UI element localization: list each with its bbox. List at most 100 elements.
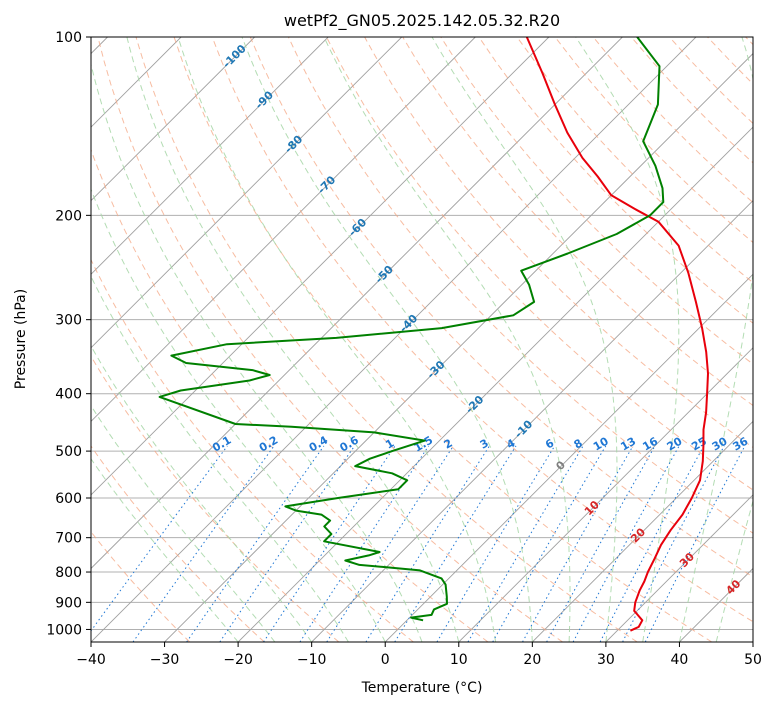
dry-adiabat-line — [326, 37, 753, 491]
dry-adiabat-line — [91, 445, 265, 642]
dry-adiabat-line — [91, 355, 340, 642]
dry-adiabat-line — [440, 37, 753, 365]
x-tick-label: 10 — [450, 652, 468, 668]
dry-adiabat-line — [707, 37, 753, 85]
dry-adiabat-label: 10 — [582, 498, 602, 518]
dry-adiabat-line — [669, 37, 753, 125]
moist-adiabat-line — [91, 345, 313, 642]
moist-adiabat-line — [715, 498, 753, 642]
y-tick-label: 700 — [55, 531, 82, 547]
isotherm — [679, 567, 753, 642]
moist-adiabat-line — [91, 404, 276, 642]
dry-adiabat-label: -100 — [220, 42, 249, 71]
x-tick-label: 20 — [523, 652, 541, 668]
y-tick-label: 1000 — [46, 622, 82, 638]
dry-adiabat-label: 40 — [723, 577, 743, 597]
dry-adiabat-label: -50 — [373, 263, 396, 286]
y-tick-label: 100 — [55, 30, 82, 46]
y-tick-label: 300 — [55, 313, 82, 329]
moist-adiabat-line — [678, 37, 753, 642]
moist-adiabat-line — [91, 457, 239, 642]
isotherm — [752, 641, 753, 642]
x-tick-label: 40 — [671, 652, 689, 668]
moist-adiabat-line — [323, 37, 571, 642]
pressure-grid — [91, 37, 753, 630]
isotherm — [237, 126, 753, 642]
sounding-profiles — [158, 37, 709, 632]
dry-adiabat-label: -70 — [315, 173, 338, 196]
isotherm — [532, 420, 753, 642]
x-axis: −40 −30 −20 −10 0 10 20 30 40 50 — [76, 642, 762, 668]
mixing-ratio-line — [394, 445, 517, 642]
isotherm — [384, 273, 753, 642]
dry-adiabat-line — [249, 37, 753, 578]
mixing-ratio-line — [572, 445, 680, 642]
isotherm — [91, 37, 697, 642]
dry-adiabat-line — [592, 37, 753, 204]
plot-area: 0.1 0.2 0.4 0.6 1 1.5 2 3 4 6 8 10 13 16 20 25 30 36-100-… — [91, 37, 753, 642]
x-tick-label: 30 — [597, 652, 615, 668]
chart-title: wetPf2_GN05.2025.142.05.32.R20 — [284, 11, 560, 31]
isotherm — [605, 494, 753, 642]
mixing-ratio-line — [467, 445, 584, 642]
mixing-ratio-line — [263, 445, 396, 642]
dry-adiabat-line — [173, 37, 713, 642]
dry-adiabat-line — [745, 37, 753, 46]
mixing-ratio-line — [436, 445, 556, 642]
mixing-ratio-line — [326, 445, 454, 642]
y-tick-label: 200 — [55, 208, 82, 224]
y-tick-label: 400 — [55, 387, 82, 403]
dry-adiabat-label: 30 — [677, 550, 697, 570]
y-tick-label: 500 — [55, 444, 82, 460]
mixing-ratio-line — [599, 445, 705, 642]
temperature-profile-line — [525, 37, 709, 632]
mixing-ratio-line — [546, 445, 656, 642]
dry-adiabat-line — [91, 258, 414, 642]
dry-adiabat-label: -10 — [512, 417, 535, 440]
mixing-ratio-line — [365, 445, 490, 642]
dry-adiabat-line — [135, 37, 638, 642]
dry-adiabat-label: -80 — [282, 133, 305, 156]
dewpoint-profile-line — [158, 37, 665, 622]
dry-adiabat-line — [211, 37, 753, 623]
y-tick-label: 800 — [55, 565, 82, 581]
moist-adiabat-line — [126, 37, 460, 642]
moist-adiabat-line — [431, 37, 618, 642]
moist-adiabat-line — [91, 275, 349, 642]
moist-adiabat-line — [91, 62, 423, 642]
y-tick-label: 600 — [55, 491, 82, 507]
y-tick-label: 900 — [55, 595, 82, 611]
mixing-ratio-label: 4 — [504, 436, 517, 451]
dry-adiabat-line — [287, 37, 753, 534]
dry-adiabat-line — [97, 37, 563, 642]
moist-adiabat-line — [575, 37, 680, 642]
mixing-ratio-line — [644, 445, 746, 642]
mixing-ratio-line — [186, 445, 325, 642]
isotherm — [91, 37, 255, 202]
dry-adiabat-label: 20 — [628, 525, 648, 545]
x-tick-label: 0 — [381, 652, 390, 668]
moist-adiabat-line — [241, 37, 533, 642]
isotherm — [311, 200, 753, 642]
x-axis-label: Temperature (°C) — [361, 680, 483, 696]
moist-adiabats — [91, 37, 753, 642]
moist-adiabat-line — [177, 37, 497, 642]
x-tick-label: −30 — [150, 652, 180, 668]
mixing-ratio-label: 2 — [442, 437, 455, 452]
x-tick-label: −10 — [297, 652, 327, 668]
x-tick-label: 50 — [744, 652, 762, 668]
isotherm — [91, 37, 403, 349]
dry-adiabat-label: 0 — [553, 458, 568, 473]
dry-adiabat-label: -30 — [424, 358, 447, 381]
moist-adiabat-line — [91, 188, 386, 642]
isotherm — [91, 37, 550, 496]
x-tick-label: −20 — [223, 652, 253, 668]
mixing-ratio-line — [132, 445, 275, 642]
dry-adiabat-line — [516, 37, 753, 284]
plot-frame — [90, 36, 754, 643]
mixing-ratio-line — [522, 445, 634, 642]
mixing-ratio-lines — [91, 445, 746, 642]
mixing-ratio-line — [91, 445, 228, 632]
isotherm — [458, 347, 753, 642]
isotherm — [164, 52, 753, 642]
